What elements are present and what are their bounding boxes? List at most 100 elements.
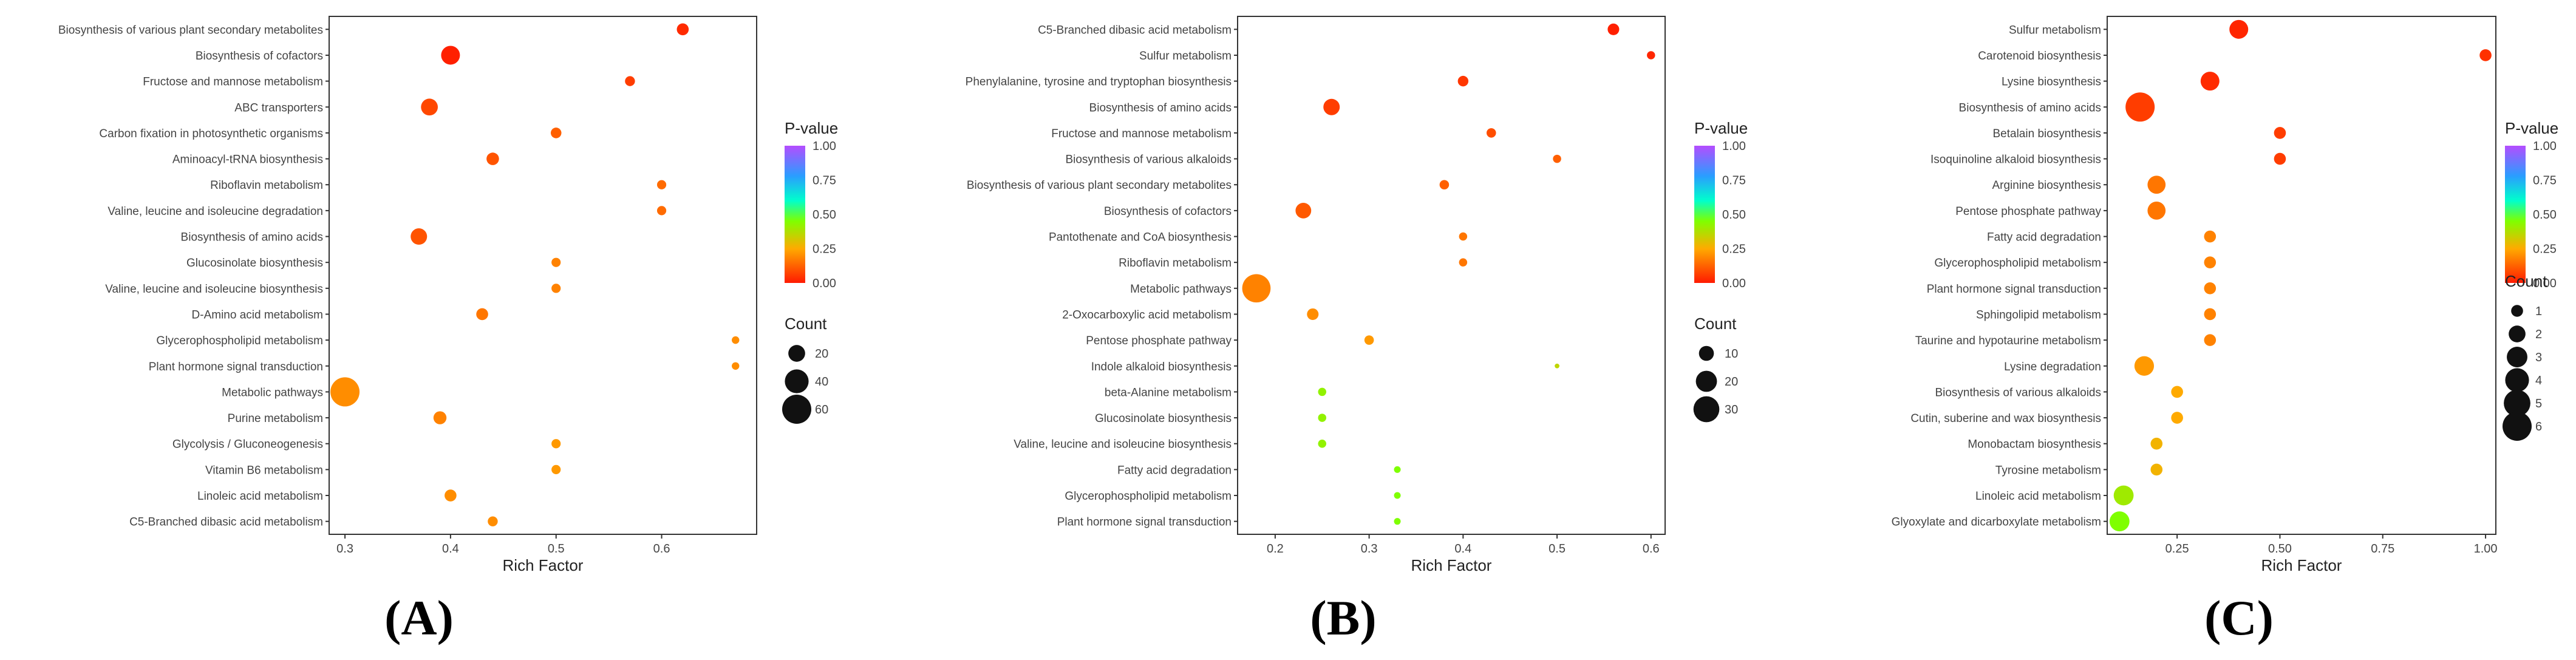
data-point: [1459, 258, 1468, 267]
data-point: [2125, 92, 2155, 122]
data-point: [2274, 127, 2286, 139]
y-tick-label: D-Amino acid metabolism: [192, 308, 323, 321]
color-legend-label: 0.75: [2533, 174, 2557, 188]
size-legend-label: 40: [815, 375, 828, 389]
y-tick-label: Cutin, suberine and wax biosynthesis: [1910, 412, 2101, 425]
size-legend-dot: [2503, 412, 2532, 441]
data-point: [1242, 274, 1271, 303]
y-tick-label: Valine, leucine and isoleucine biosynthe…: [1014, 438, 1232, 451]
size-legend-label: 3: [2535, 351, 2542, 364]
data-point: [2200, 72, 2220, 91]
plot-frame: [2107, 16, 2496, 535]
y-tick-label: Glucosinolate biosynthesis: [1095, 412, 1232, 425]
color-legend-label: 0.25: [813, 243, 836, 256]
size-legend-label: 2: [2535, 328, 2542, 341]
data-point: [445, 489, 457, 502]
bubble-chart-c: Sulfur metabolism Carotenoid biosynthesis…: [1892, 16, 2558, 574]
y-tick-label: Vitamin B6 metabolism: [205, 464, 323, 477]
data-point: [2109, 511, 2130, 532]
data-point: [1307, 308, 1319, 321]
size-legend-title: Count: [785, 315, 827, 333]
x-tick-label: 0.25: [2165, 542, 2189, 556]
data-point: [1323, 98, 1340, 115]
x-tick-label: 0.3: [1361, 542, 1378, 556]
y-tick-label: Biosynthesis of amino acids: [181, 231, 323, 244]
y-tick-label: Fatty acid degradation: [1117, 464, 1232, 477]
y-tick-label: Purine metabolism: [228, 412, 323, 425]
data-point: [656, 206, 667, 216]
plot-frame: [329, 16, 757, 535]
data-point: [2204, 230, 2217, 243]
data-point: [2204, 282, 2217, 294]
data-point: [2274, 152, 2286, 165]
data-point: [421, 98, 438, 116]
x-tick-label: 0.5: [548, 542, 565, 556]
data-point: [2171, 412, 2183, 424]
plot-frame: [1237, 16, 1666, 535]
size-legend-dot: [2504, 390, 2530, 417]
color-legend-label: 1.00: [813, 140, 836, 153]
data-point: [441, 46, 460, 65]
data-point: [2113, 485, 2134, 506]
bubble-chart-b: C5-Branched dibasic acid metabolism Sulfu…: [966, 16, 1748, 574]
size-legend-dot: [2509, 325, 2526, 342]
y-tick-label: Biosynthesis of various alkaloids: [1935, 386, 2101, 399]
y-tick-label: Glycolysis / Gluconeogenesis: [172, 438, 323, 451]
size-legend-dot: [1699, 345, 1714, 361]
y-tick-label: Biosynthesis of cofactors: [1104, 205, 1232, 218]
color-legend-label: 0.25: [1722, 243, 1746, 256]
data-point: [625, 76, 635, 86]
color-legend-bar: [2505, 146, 2526, 283]
y-tick-label: Sulfur metabolism: [1139, 50, 1232, 63]
data-point: [1555, 363, 1559, 369]
y-tick-label: Tyrosine metabolism: [1995, 464, 2101, 477]
y-tick-label: Glycerophospholipid metabolism: [156, 335, 323, 347]
y-tick-label: Plant hormone signal transduction: [1927, 283, 2101, 296]
data-point: [550, 128, 562, 138]
bubble-chart-a: Biosynthesis of various plant secondary …: [58, 16, 838, 574]
data-point: [1486, 128, 1496, 138]
y-tick-label: Phenylalanine, tyrosine and tryptophan b…: [966, 76, 1232, 89]
y-tick-label: Glycerophospholipid metabolism: [1934, 257, 2101, 270]
size-legend-dot: [2511, 305, 2523, 317]
x-tick-label: 0.6: [653, 542, 670, 556]
size-legend-label: 6: [2535, 420, 2542, 434]
y-tick-label: 2-Oxocarboxylic acid metabolism: [1062, 308, 1232, 321]
size-legend-dot: [2507, 347, 2527, 367]
data-point: [1439, 180, 1450, 190]
y-tick-label: Fructose and mannose metabolism: [1051, 128, 1232, 140]
panel-label-a: (A): [384, 590, 454, 645]
y-tick-label: Pentose phosphate pathway: [1086, 335, 1232, 347]
color-legend-label: 0.75: [813, 174, 836, 188]
data-point: [2134, 356, 2155, 376]
x-tick-label: 0.3: [336, 542, 353, 556]
color-legend-title: P-value: [1694, 119, 1748, 137]
data-point: [551, 284, 561, 293]
y-tick-label: Aminoacyl-tRNA biosynthesis: [172, 154, 323, 166]
color-legend-title: P-value: [785, 119, 838, 137]
x-tick-label: 0.5: [1549, 542, 1566, 556]
y-tick-label: Glyoxylate and dicarboxylate metabolism: [1892, 516, 2101, 529]
x-tick-label: 0.2: [1267, 542, 1284, 556]
y-tick-label: Plant hormone signal transduction: [1057, 516, 1232, 529]
y-tick-label: ABC transporters: [234, 101, 323, 114]
data-point: [1459, 232, 1468, 241]
size-legend-dot: [782, 395, 811, 424]
data-point: [2204, 334, 2217, 346]
color-legend-bar: [1694, 146, 1715, 283]
y-tick-label: Pentose phosphate pathway: [1955, 205, 2101, 218]
panel-label-c: (C): [2204, 590, 2274, 645]
data-point: [656, 180, 667, 189]
color-legend-label: 0.50: [813, 208, 836, 222]
y-tick-label: Biosynthesis of amino acids: [1959, 101, 2101, 114]
data-point: [2204, 256, 2217, 268]
data-point: [1318, 439, 1326, 448]
data-point: [2147, 202, 2166, 220]
data-point: [551, 464, 561, 474]
data-point: [1394, 466, 1401, 473]
data-point: [1394, 492, 1401, 499]
data-point: [486, 152, 499, 165]
color-legend-label: 1.00: [1722, 140, 1746, 153]
data-point: [732, 362, 740, 370]
